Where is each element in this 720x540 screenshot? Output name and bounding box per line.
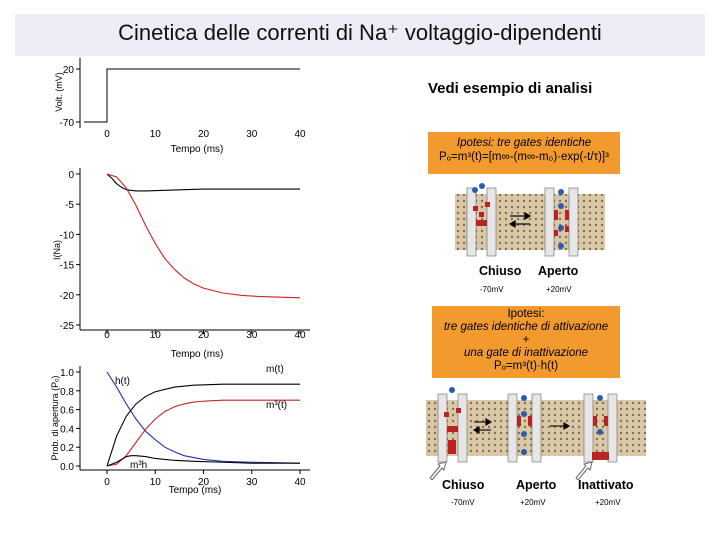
closed-channel-icon	[466, 183, 497, 257]
prob-y-axis-label: Prob. di apertura (Pₒ)	[50, 376, 60, 461]
current-x-tick-label: 20	[198, 330, 210, 341]
voltage-x-tick-label: 20	[198, 129, 210, 140]
prob-y-tick-label: 1.0	[60, 368, 74, 379]
page-title: Cinetica delle correnti di Na⁺ voltaggio…	[118, 20, 602, 45]
state-open-voltage: +20mV	[546, 285, 572, 294]
current-x-axis-label: Tempo (ms)	[171, 349, 224, 360]
open-channel-2-icon	[507, 393, 542, 463]
state-closed-voltage: -70mV	[480, 285, 504, 294]
hypothesis-2-line4: una gate di inattivazione	[463, 347, 589, 359]
voltage-y-axis-label: Volt. (mV)	[54, 72, 64, 112]
hypothesis-box-2: Ipotesi: tre gates identiche di attivazi…	[432, 306, 620, 378]
closed-channel-2-icon	[437, 387, 468, 463]
channel-illustration-1	[455, 183, 605, 257]
state2-open-label: Aperto	[516, 478, 557, 492]
m3h-curve-label: m³h	[130, 460, 147, 471]
prob-y-tick-label: 0.2	[60, 443, 74, 454]
prob-x-tick-label: 20	[198, 477, 210, 488]
hypothesis-2-line1: Ipotesi:	[507, 308, 545, 320]
transition-arrows-icon	[508, 211, 532, 229]
transition-arrows-2-icon	[472, 418, 493, 434]
voltage-y-tick-label: -70	[60, 118, 75, 129]
m3h-curve	[106, 455, 300, 467]
current-y-tick-label: -25	[60, 321, 75, 332]
hypothesis-1-line1: Ipotesi: tre gates identiche	[456, 137, 592, 149]
state2-open-voltage: +20mV	[520, 498, 546, 507]
title-band	[15, 14, 705, 56]
state2-closed-label: Chiuso	[442, 478, 485, 492]
current-red-trace	[106, 173, 301, 299]
state-closed-label: Chiuso	[479, 264, 522, 278]
open-channel-icon	[544, 187, 579, 257]
prob-y-tick-label: 0.8	[60, 387, 74, 398]
hypothesis-1-formula: Pₒ=m³(t)=[m∞-(m∞-m₀)·exp(-t/τ)]³	[439, 151, 609, 163]
m3-curve	[106, 399, 300, 467]
m-curve	[106, 383, 300, 467]
h-curve	[106, 371, 301, 464]
channel-illustration-2	[426, 387, 646, 480]
m-curve-label: m(t)	[266, 364, 284, 375]
prob-x-tick-label: 0	[104, 477, 110, 488]
prob-x-tick-label: 30	[246, 477, 258, 488]
current-x-tick-label: 40	[294, 330, 306, 341]
current-x-tick-label: 0	[104, 330, 110, 341]
voltage-x-axis-label: Tempo (ms)	[171, 144, 224, 155]
current-y-tick-label: -20	[60, 291, 75, 302]
prob-y-tick-label: 0.4	[60, 424, 74, 435]
transition-arrow-3-icon	[550, 422, 571, 430]
current-y-tick-label: -10	[60, 230, 75, 241]
inactivated-channel-icon	[583, 393, 618, 463]
current-y-tick-label: -5	[65, 200, 74, 211]
voltage-step-trace	[84, 68, 300, 123]
current-y-tick-label: 0	[68, 170, 74, 181]
current-x-tick-label: 30	[246, 330, 258, 341]
m3-curve-label: m³(t)	[266, 400, 287, 411]
current-y-tick-label: -15	[60, 261, 75, 272]
hypothesis-box-1: Ipotesi: tre gates identiche Pₒ=m³(t)=[m…	[428, 132, 620, 174]
prob-y-tick-label: 0.0	[60, 462, 74, 473]
voltage-x-tick-label: 40	[294, 129, 306, 140]
voltage-y-tick-label: 20	[63, 65, 75, 76]
voltage-x-tick-label: 30	[246, 129, 258, 140]
current-black-trace	[106, 173, 300, 192]
state2-closed-voltage: -70mV	[451, 498, 475, 507]
analysis-example-link[interactable]: Vedi esempio di analisi	[428, 80, 593, 97]
prob-x-tick-label: 40	[294, 477, 306, 488]
outline-arrows-icon	[429, 461, 593, 480]
prob-x-tick-label: 10	[150, 477, 162, 488]
hypothesis-2-line2: tre gates identiche di attivazione	[443, 321, 609, 333]
voltage-x-tick-label: 0	[104, 129, 110, 140]
prob-x-axis-label: Tempo (ms)	[169, 485, 222, 496]
current-x-tick-label: 10	[150, 330, 162, 341]
voltage-x-tick-label: 10	[150, 129, 162, 140]
current-y-axis-label: I(Na)	[52, 240, 62, 260]
hypothesis-2-formula: Pₒ=m³(t)·h(t)	[493, 360, 559, 372]
state2-inactivated-label: Inattivato	[578, 478, 634, 492]
hypothesis-2-line3: +	[522, 334, 530, 346]
state2-inactivated-voltage: +20mV	[595, 498, 621, 507]
h-curve-label: h(t)	[115, 376, 130, 387]
state-open-label: Aperto	[538, 264, 579, 278]
prob-y-tick-label: 0.6	[60, 406, 74, 417]
